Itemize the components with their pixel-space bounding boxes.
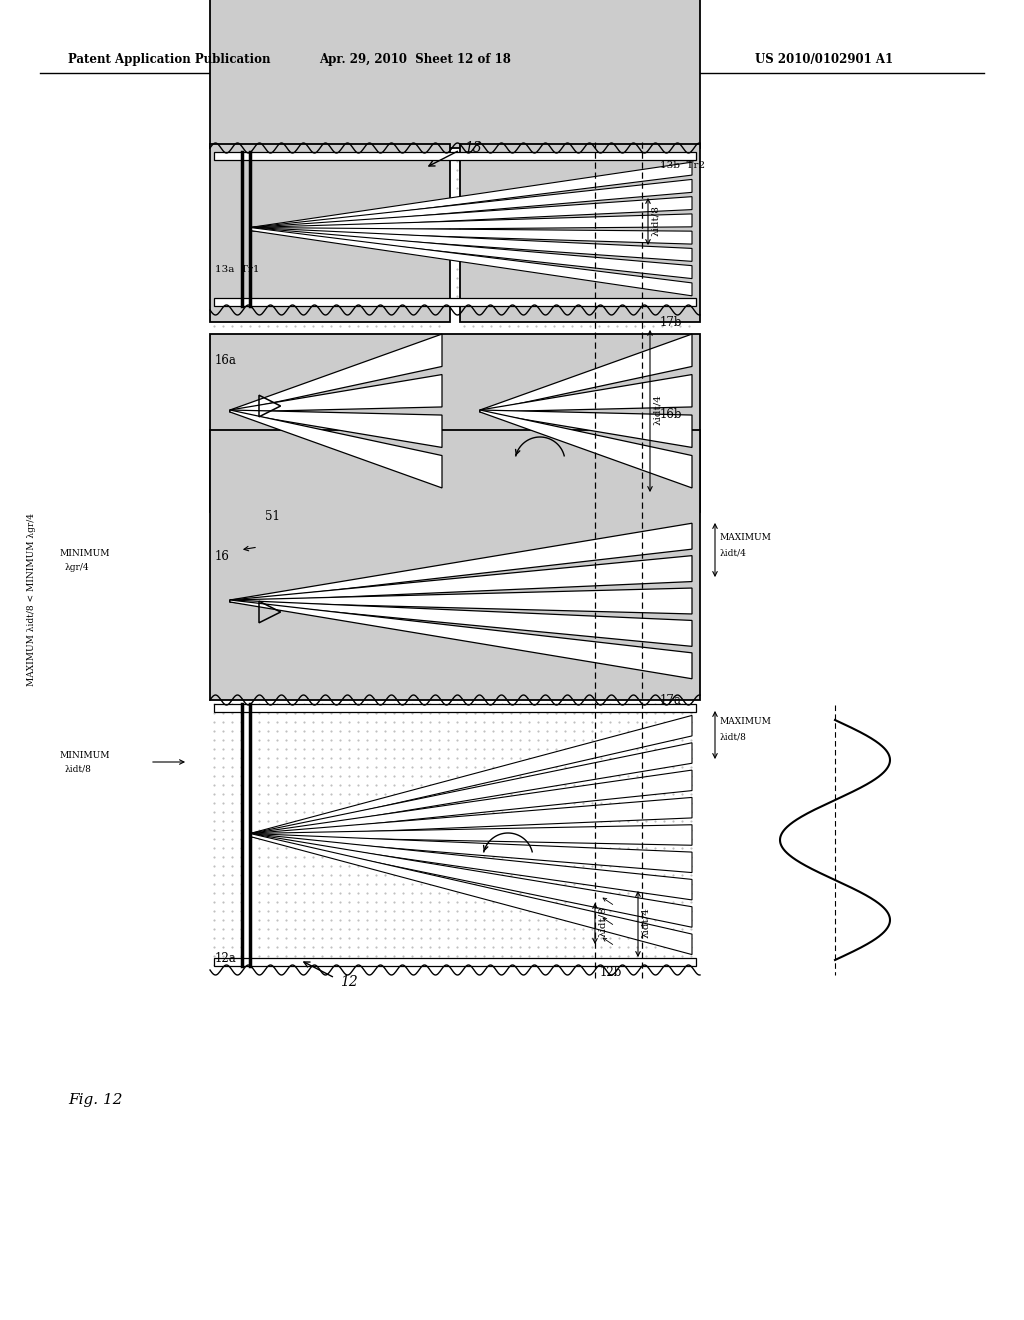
Polygon shape (250, 743, 692, 837)
Polygon shape (250, 833, 692, 873)
Polygon shape (250, 227, 692, 279)
Text: λidt/8: λidt/8 (598, 907, 607, 937)
Text: Apr. 29, 2010  Sheet 12 of 18: Apr. 29, 2010 Sheet 12 of 18 (319, 54, 511, 66)
Polygon shape (230, 556, 692, 602)
Polygon shape (250, 715, 692, 837)
Bar (214, 704, 696, 711)
Text: λidt/8: λidt/8 (651, 206, 660, 236)
Text: MAXIMUM λidt/8 < MINIMUM λgr/4: MAXIMUM λidt/8 < MINIMUM λgr/4 (28, 513, 37, 686)
Polygon shape (250, 825, 692, 845)
Polygon shape (230, 587, 692, 614)
Bar (210, 430, 700, 700)
Text: Patent Application Publication: Patent Application Publication (68, 54, 270, 66)
Text: 16a: 16a (215, 354, 237, 367)
Bar (460, 144, 700, 322)
Text: Fig. 12: Fig. 12 (68, 1093, 123, 1107)
Text: 16b: 16b (660, 408, 683, 421)
Polygon shape (250, 833, 692, 900)
Text: MAXIMUM: MAXIMUM (720, 718, 772, 726)
Text: 12b: 12b (600, 965, 623, 978)
Polygon shape (250, 180, 692, 231)
Polygon shape (230, 334, 442, 412)
Polygon shape (250, 214, 692, 231)
Text: λgr/4: λgr/4 (65, 562, 90, 572)
Text: MINIMUM: MINIMUM (60, 751, 111, 759)
Bar (214, 152, 696, 160)
Bar (214, 958, 696, 966)
Text: 13a  Tr1: 13a Tr1 (215, 265, 259, 275)
Text: 13: 13 (464, 141, 481, 154)
Polygon shape (480, 411, 692, 488)
Polygon shape (230, 411, 442, 447)
Text: US 2010/0102901 A1: US 2010/0102901 A1 (755, 54, 893, 66)
Polygon shape (250, 770, 692, 837)
Polygon shape (250, 162, 692, 231)
Text: λidt/4: λidt/4 (641, 908, 650, 939)
Text: MAXIMUM: MAXIMUM (720, 533, 772, 543)
Text: 12a: 12a (215, 952, 237, 965)
Text: 13b  Tr2: 13b Tr2 (660, 161, 706, 169)
Polygon shape (480, 411, 692, 447)
Polygon shape (230, 601, 692, 647)
Text: 16: 16 (215, 550, 229, 564)
Polygon shape (250, 227, 692, 244)
Text: λidt/8: λidt/8 (65, 764, 92, 774)
Polygon shape (480, 375, 692, 412)
Text: MINIMUM: MINIMUM (60, 549, 111, 557)
Text: 51: 51 (265, 510, 280, 523)
Polygon shape (230, 523, 692, 602)
Polygon shape (230, 375, 442, 412)
Bar (210, 144, 450, 322)
Polygon shape (250, 227, 692, 261)
Text: λidt/4: λidt/4 (720, 549, 746, 557)
Text: λidt/8: λidt/8 (720, 733, 746, 742)
Polygon shape (250, 833, 692, 954)
Text: 17b: 17b (660, 315, 683, 329)
Bar (210, 334, 700, 512)
Bar (214, 298, 696, 306)
Polygon shape (250, 197, 692, 231)
Polygon shape (230, 601, 692, 678)
Text: λidt/4: λidt/4 (653, 395, 662, 425)
Polygon shape (480, 334, 692, 412)
Text: 17a: 17a (660, 693, 682, 706)
Polygon shape (250, 833, 692, 927)
Text: 12: 12 (340, 975, 357, 989)
Polygon shape (230, 411, 442, 488)
Polygon shape (250, 797, 692, 837)
Bar (210, 0, 700, 148)
Polygon shape (250, 227, 692, 296)
